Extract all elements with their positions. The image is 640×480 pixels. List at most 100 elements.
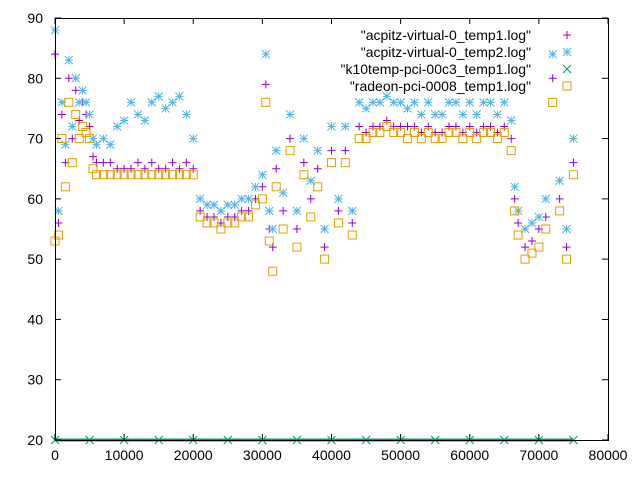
data-point: [257, 194, 267, 204]
data-point: [341, 146, 350, 155]
data-point: [140, 164, 149, 173]
data-point: [71, 86, 80, 95]
data-point: [396, 128, 406, 138]
data-point: [493, 110, 502, 119]
data-point: [555, 176, 564, 186]
legend-marker: [562, 64, 572, 74]
series-1: [51, 50, 578, 252]
data-point: [112, 122, 122, 131]
data-point: [375, 128, 385, 138]
data-point: [285, 110, 295, 119]
data-point: [510, 194, 519, 203]
data-point: [147, 170, 157, 180]
data-point: [437, 134, 447, 144]
legend-marker: [562, 47, 572, 57]
data-point: [569, 158, 578, 167]
data-point: [161, 104, 170, 113]
data-point: [299, 158, 308, 167]
data-point: [403, 134, 413, 144]
data-point: [81, 98, 91, 107]
data-point: [430, 110, 440, 119]
data-point: [313, 146, 323, 155]
data-point: [320, 243, 329, 252]
data-point: [451, 98, 461, 107]
data-point: [251, 182, 260, 192]
data-point: [189, 164, 198, 173]
data-point: [175, 164, 184, 173]
data-point: [272, 164, 281, 173]
data-point: [541, 212, 550, 221]
data-point: [458, 134, 468, 144]
data-point: [355, 122, 364, 131]
data-point: [292, 242, 302, 252]
legend-marker: [563, 31, 571, 39]
data-point: [223, 212, 232, 221]
data-point: [85, 134, 95, 144]
data-point: [74, 98, 84, 107]
data-point: [354, 134, 364, 144]
data-point: [410, 122, 419, 131]
data-point: [133, 170, 143, 180]
data-point: [499, 98, 509, 107]
data-point: [209, 212, 218, 221]
data-point: [196, 206, 205, 215]
data-point: [568, 170, 578, 180]
data-point: [105, 140, 115, 149]
y-tick-label: 20: [27, 432, 43, 448]
data-point: [527, 237, 536, 246]
data-point: [555, 206, 565, 216]
data-point: [347, 206, 357, 216]
data-point: [354, 98, 364, 107]
data-point: [334, 194, 343, 204]
data-point: [258, 182, 267, 191]
data-point: [510, 206, 520, 216]
data-point: [340, 122, 350, 131]
data-point: [133, 158, 142, 167]
data-point: [500, 122, 509, 131]
data-point: [168, 170, 178, 180]
data-point: [320, 254, 330, 264]
data-point: [506, 146, 516, 156]
data-point: [327, 146, 336, 155]
data-point: [154, 170, 164, 180]
data-point: [451, 128, 461, 138]
data-point: [181, 170, 191, 180]
data-point: [513, 206, 523, 216]
data-point: [472, 110, 482, 119]
data-point: [534, 242, 544, 252]
data-point: [244, 206, 253, 215]
data-point: [514, 218, 523, 227]
data-point: [188, 134, 198, 143]
data-point: [548, 49, 558, 59]
data-point: [244, 194, 253, 204]
data-point: [223, 218, 233, 228]
data-point: [485, 128, 495, 138]
data-point: [278, 188, 288, 198]
data-point: [534, 212, 544, 222]
data-point: [67, 158, 77, 168]
data-point: [261, 49, 271, 59]
data-point: [299, 134, 309, 143]
data-point: [541, 224, 551, 234]
x-tick-label: 60000: [450, 447, 489, 463]
data-point: [445, 122, 454, 131]
data-point: [492, 134, 502, 144]
data-point: [105, 170, 115, 180]
data-point: [562, 254, 572, 264]
data-point: [237, 206, 246, 215]
data-point: [244, 212, 254, 222]
data-point: [85, 110, 94, 119]
data-point: [409, 128, 419, 138]
data-point: [181, 110, 191, 119]
x-tick-label: 40000: [312, 447, 351, 463]
data-point: [382, 92, 392, 101]
data-point: [368, 128, 378, 138]
data-point: [140, 116, 150, 125]
data-point: [71, 73, 81, 83]
data-point: [78, 85, 88, 95]
data-point: [268, 266, 278, 276]
y-tick-label: 90: [27, 10, 43, 26]
data-point: [75, 116, 84, 125]
data-point: [375, 98, 385, 107]
